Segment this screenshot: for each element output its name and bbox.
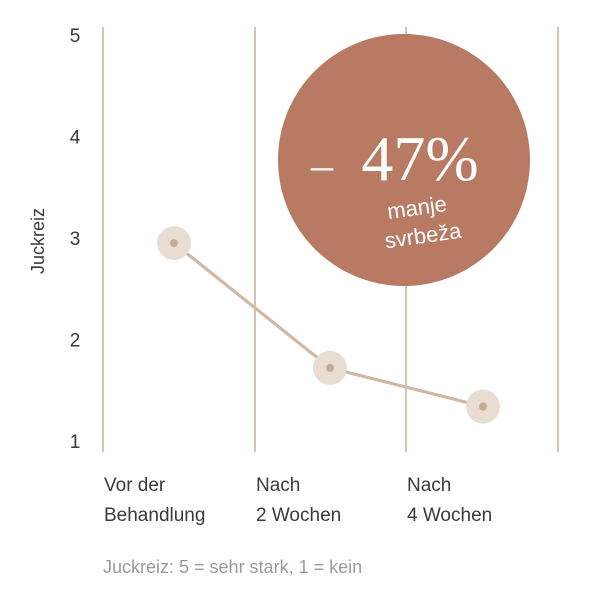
x-category-label: 2 Wochen (256, 505, 341, 526)
y-axis-label: Juckreiz (28, 208, 48, 274)
badge-value: 47% (361, 123, 478, 194)
badge-circle (278, 34, 530, 286)
y-axis-ticks: 1 2 3 4 5 (70, 26, 81, 453)
data-point (170, 239, 178, 248)
y-tick-label: 2 (70, 331, 81, 352)
y-tick-label: 4 (70, 128, 81, 149)
badge-minus-sign: – (310, 141, 334, 190)
x-category-label: Vor der (104, 475, 166, 496)
y-tick-label: 5 (70, 26, 81, 47)
reduction-badge: – 47% manje svrbeža (278, 34, 530, 286)
series-line-group (157, 226, 500, 424)
x-category-label: Nach (407, 475, 451, 496)
footnote: Juckreiz: 5 = sehr stark, 1 = kein (103, 557, 362, 577)
y-tick-label: 1 (70, 432, 81, 453)
data-point (326, 363, 334, 372)
x-axis-categories: Vor der Behandlung Nach 2 Wochen Nach 4 Woche… (104, 475, 492, 526)
x-category-label: Nach (256, 475, 300, 496)
x-category-label: 4 Wochen (407, 505, 492, 526)
y-tick-label: 3 (70, 229, 81, 250)
x-category-label: Behandlung (104, 505, 205, 526)
data-point (479, 402, 487, 411)
